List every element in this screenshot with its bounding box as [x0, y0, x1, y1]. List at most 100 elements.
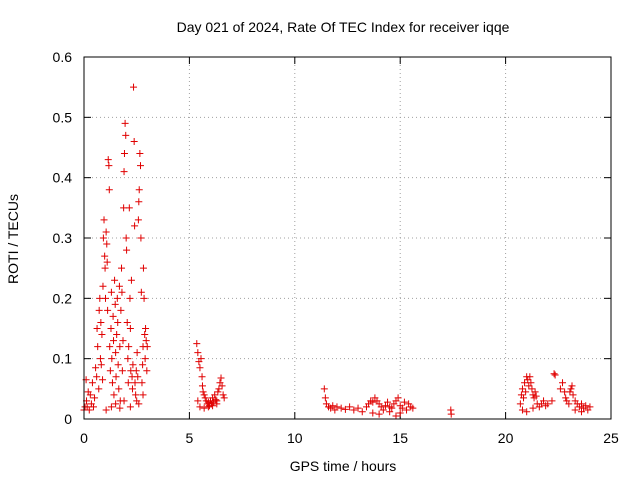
- roti-point: [110, 391, 118, 399]
- roti-point: [217, 374, 225, 382]
- roti-point: [131, 379, 139, 387]
- roti-point: [89, 403, 97, 411]
- roti-point: [559, 379, 567, 387]
- roti-point: [518, 406, 526, 414]
- y-tick-label: 0.6: [53, 49, 73, 65]
- roti-point: [214, 388, 222, 396]
- roti-point: [131, 222, 139, 230]
- roti-point: [213, 400, 221, 408]
- roti-point: [116, 404, 124, 412]
- roti-point: [375, 410, 383, 418]
- roti-point: [101, 264, 109, 272]
- roti-point: [132, 391, 140, 399]
- roti-point: [369, 398, 377, 406]
- roti-point: [88, 379, 96, 387]
- roti-point: [102, 406, 110, 414]
- roti-point: [520, 394, 528, 402]
- data-points: [80, 83, 594, 420]
- roti-point: [398, 404, 406, 412]
- roti-point: [107, 288, 115, 296]
- roti-point: [215, 385, 223, 393]
- roti-point: [97, 318, 105, 326]
- roti-point: [111, 300, 119, 308]
- roti-point: [114, 318, 122, 326]
- roti-point: [194, 349, 202, 357]
- roti-point: [120, 150, 128, 158]
- roti-point: [124, 355, 132, 363]
- roti-point: [122, 131, 130, 139]
- roti-point: [220, 394, 228, 402]
- roti-point: [400, 398, 408, 406]
- roti-point: [105, 186, 113, 194]
- y-tick-label: 0.1: [53, 351, 73, 367]
- y-tick-label: 0.2: [53, 290, 73, 306]
- roti-point: [200, 404, 208, 412]
- roti-point: [108, 379, 116, 387]
- roti-point: [209, 402, 217, 410]
- roti-point: [346, 403, 354, 411]
- roti-point: [200, 391, 208, 399]
- roti-point: [350, 406, 358, 414]
- roti-point: [562, 394, 570, 402]
- roti-point: [123, 246, 131, 254]
- roti-point: [120, 168, 128, 176]
- roti-point: [118, 264, 126, 272]
- roti-point: [403, 406, 411, 414]
- roti-point: [548, 397, 556, 405]
- roti-point: [198, 373, 206, 381]
- roti-point: [569, 391, 577, 399]
- roti-point: [101, 252, 109, 260]
- roti-point: [125, 343, 133, 351]
- x-tick-label: 0: [80, 430, 88, 446]
- roti-point: [123, 318, 131, 326]
- roti-point: [85, 406, 93, 414]
- x-tick-label: 20: [498, 430, 514, 446]
- roti-point: [95, 385, 103, 393]
- roti-point: [117, 306, 125, 314]
- roti-point: [127, 276, 135, 284]
- x-tick-label: 25: [603, 430, 619, 446]
- roti-point: [577, 400, 585, 408]
- roti-point: [198, 382, 206, 390]
- roti-point: [135, 186, 143, 194]
- roti-point: [211, 391, 219, 399]
- roti-point: [99, 234, 107, 242]
- roti-point: [142, 325, 150, 332]
- x-tick-label: 15: [392, 430, 408, 446]
- roti-point: [321, 394, 329, 402]
- roti-point: [333, 403, 341, 411]
- roti-point: [126, 325, 134, 332]
- y-tick-label: 0: [64, 411, 72, 427]
- roti-point: [115, 385, 123, 393]
- roti-point: [126, 294, 134, 302]
- roti-point: [128, 385, 136, 393]
- roti-point: [218, 382, 226, 390]
- roti-point: [103, 258, 111, 266]
- roti-point: [526, 373, 534, 381]
- roti-point: [130, 83, 138, 91]
- roti-point: [114, 361, 122, 369]
- roti-point: [112, 373, 120, 381]
- roti-point: [136, 162, 144, 170]
- roti-point: [108, 355, 116, 363]
- roti-point: [138, 379, 146, 387]
- roti-point: [341, 405, 349, 413]
- roti-point: [199, 388, 207, 396]
- y-tick-label: 0.3: [53, 230, 73, 246]
- roti-point: [112, 400, 120, 408]
- roti-point: [550, 370, 558, 378]
- roti-point: [565, 400, 573, 408]
- roti-point: [388, 404, 396, 412]
- roti-point: [204, 403, 212, 411]
- roti-point: [111, 276, 119, 284]
- x-axis-label: GPS time / hours: [290, 458, 397, 474]
- roti-point: [528, 385, 536, 393]
- roti-point: [197, 355, 205, 363]
- roti-point: [91, 394, 99, 402]
- roti-point: [125, 204, 133, 212]
- roti-point: [139, 264, 147, 272]
- y-axis-label: ROTI / TECUs: [5, 194, 21, 284]
- roti-point: [104, 306, 112, 314]
- roti-point: [139, 361, 147, 369]
